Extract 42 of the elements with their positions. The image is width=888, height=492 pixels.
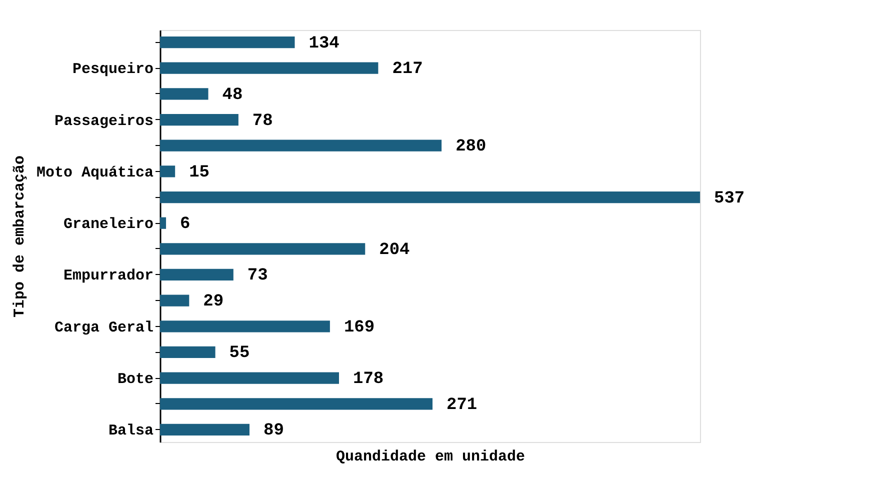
data-label: 15 [189,163,210,182]
data-label: 178 [352,370,384,390]
bar [160,36,295,48]
bar [160,320,330,332]
data-label: 6 [180,215,190,234]
y-tick-label: Bote [117,371,154,388]
y-tick-label: Carga Geral [54,319,154,336]
data-label: 537 [714,189,745,208]
bar [160,294,190,306]
y-tick-label: Empurrador [63,268,154,285]
bar [160,346,216,358]
bar [160,424,250,436]
bar [160,217,166,229]
y-tick-label: Pesqueiro [72,61,154,78]
bar [160,114,238,126]
bar [160,191,700,204]
data-label: 204 [379,240,410,260]
bar [160,268,234,281]
data-label: 55 [229,344,250,364]
y-tick-label: Moto Aquática [36,164,154,182]
y-tick-label: Balsa [108,422,154,440]
bar [160,243,366,255]
data-label: 217 [392,60,423,80]
bar [160,62,378,74]
bar [160,372,339,384]
data-label: 271 [446,396,478,415]
bar [160,140,442,152]
data-label: 48 [222,86,243,105]
data-label: 29 [203,292,224,312]
data-label: 134 [308,34,340,54]
data-label: 73 [247,266,268,286]
data-label: 89 [263,422,284,441]
data-label: 280 [456,138,486,157]
data-label: 78 [252,112,273,131]
bar [160,398,433,410]
y-tick-label: Passageiros [54,112,154,130]
y-tick-label: Graneleiro [63,216,154,234]
data-label: 169 [344,318,375,338]
bar [160,88,208,100]
y-axis-title: Tipo de embarcação [11,155,28,318]
x-axis-title: Quandidade em unidade [336,448,526,466]
bar [160,166,176,178]
